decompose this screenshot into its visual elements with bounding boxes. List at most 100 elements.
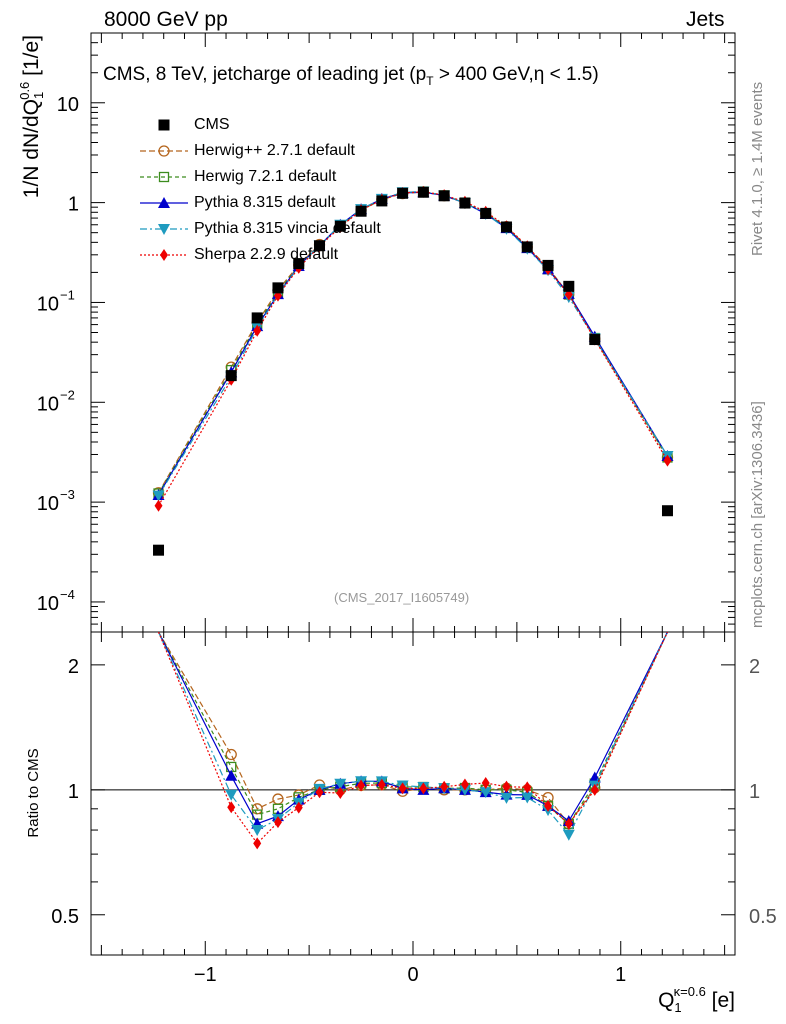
legend-entry-sherpa-2-2-9-default: Sherpa 2.2.9 default — [140, 242, 381, 268]
x-axis-title-part: [e] — [706, 989, 735, 1012]
legend-marker-sherpa-2-2-9-default — [160, 249, 168, 261]
legend-label: Herwig 7.2.1 default — [194, 168, 337, 185]
ratio-point-sherpa-2-2-9-default — [273, 816, 282, 829]
main-series-group — [152, 185, 674, 556]
chart-title-subscript: T — [426, 73, 434, 88]
legend-label: Pythia 8.315 default — [194, 194, 336, 211]
y-axis-title-part: 1 — [31, 92, 46, 99]
ratio-axis-title: Ratio to CMS — [25, 748, 42, 837]
ratio-point-pythia-8-315-vincia-default — [521, 792, 534, 804]
header-energy-label: 8000 GeV pp — [104, 8, 228, 31]
cms-data-point — [334, 220, 346, 232]
ratio-series-group — [157, 632, 669, 850]
legend-label: Herwig++ 2.7.1 default — [194, 142, 355, 159]
y-tick-label: 10 — [37, 393, 59, 415]
cms-data-point — [589, 334, 601, 346]
series-point-pythia-8-315-vincia-default — [152, 490, 165, 502]
cms-data-point — [480, 207, 492, 219]
ratio-point-sherpa-2-2-9-default — [544, 799, 553, 812]
ratio-tick-label-right: 2 — [749, 656, 760, 678]
legend-marker-pythia-8-315-default — [158, 197, 170, 208]
y-tick-label: 10 — [37, 293, 59, 315]
ratio-line-pythia-8-315-default — [157, 632, 669, 825]
cms-data-point — [521, 241, 533, 253]
cms-data-point — [459, 197, 471, 209]
ratio-tick-label-right: 1 — [749, 781, 760, 803]
ratio-point-sherpa-2-2-9-default — [590, 783, 599, 796]
y-tick-label: 10 — [37, 493, 59, 515]
y-axis-title-part: 1/N dN/dQ — [20, 99, 43, 198]
ratio-tick-label: 2 — [68, 656, 79, 678]
x-axis-title: Q1κ=0.6 [e] — [658, 984, 735, 1015]
x-axis-title-part: Q — [658, 989, 674, 1012]
cms-data-point — [500, 221, 512, 233]
ratio-line-herwig-2-7-1-default — [157, 632, 669, 825]
ratio-point-herwig-2-7-1-default — [225, 748, 237, 761]
y-tick-label-exponent: −1 — [60, 287, 75, 302]
x-tick-label: −1 — [194, 964, 217, 986]
ratio-tick-label-right: 0.5 — [749, 906, 777, 928]
legend-entry-cms: CMS — [140, 112, 381, 138]
ratio-point-sherpa-2-2-9-default — [357, 779, 366, 792]
y-tick-label: 1 — [68, 194, 79, 216]
ratio-point-sherpa-2-2-9-default — [481, 777, 490, 790]
analysis-id-label: (CMS_2017_I1605749) — [334, 590, 470, 605]
series-point-sherpa-2-2-9-default — [253, 324, 262, 337]
series-point-sherpa-2-2-9-default — [663, 454, 672, 467]
legend-label: Pythia 8.315 vincia default — [194, 220, 381, 237]
ratio-point-sherpa-2-2-9-default — [336, 786, 345, 799]
cms-data-point — [153, 544, 165, 556]
cms-data-point — [355, 205, 367, 217]
cms-data-point — [293, 258, 305, 270]
ratio-point-sherpa-2-2-9-default — [523, 781, 532, 794]
header-process-label: Jets — [686, 8, 725, 31]
cms-data-point — [661, 505, 673, 517]
y-axis-title: 1/N dN/dQ10.6 [1/e] — [17, 35, 46, 198]
ratio-point-sherpa-2-2-9-default — [227, 801, 236, 814]
series-point-sherpa-2-2-9-default — [154, 499, 163, 512]
chart-title-suffix: > 400 GeV,η < 1.5) — [433, 64, 599, 85]
cms-data-point — [376, 195, 388, 207]
ratio-tick-label: 1 — [68, 781, 79, 803]
x-axis-title-part: κ=0.6 — [674, 984, 706, 999]
ratio-point-pythia-8-315-vincia-default — [251, 825, 264, 837]
legend-label: Sherpa 2.2.9 default — [194, 246, 339, 263]
ratio-point-pythia-8-315-vincia-default — [334, 778, 347, 790]
cms-data-point — [314, 240, 326, 252]
ratio-point-sherpa-2-2-9-default — [398, 782, 407, 795]
ratio-point-pythia-8-315-vincia-default — [500, 792, 513, 804]
legend-symbol-herwig-7-2-1-default — [140, 171, 188, 183]
cms-data-point — [563, 280, 575, 292]
legend-symbol-pythia-8-315-default — [140, 197, 188, 208]
legend-marker-herwig-7-2-1-default — [158, 171, 170, 183]
ratio-point-sherpa-2-2-9-default — [377, 778, 386, 791]
legend-label: CMS — [194, 116, 230, 133]
legend-symbol-cms — [158, 119, 170, 131]
y-axis-title-part: [1/e] — [20, 35, 43, 82]
ratio-point-pythia-8-315-default — [225, 769, 238, 781]
legend-entry-pythia-8-315-default: Pythia 8.315 default — [140, 190, 381, 216]
legend-symbol-herwig-2-7-1-default — [140, 145, 188, 157]
legend-marker-pythia-8-315-vincia-default — [158, 224, 170, 235]
legend-symbol-pythia-8-315-vincia-default — [140, 224, 188, 235]
ratio-point-sherpa-2-2-9-default — [253, 837, 262, 850]
y-axis-title-part: 0.6 — [17, 82, 32, 100]
cms-data-point — [397, 187, 409, 199]
ratio-point-sherpa-2-2-9-default — [419, 782, 428, 795]
legend: CMS Herwig++ 2.7.1 default Herwig 7.2.1 de… — [140, 112, 381, 268]
x-tick-label: 1 — [615, 964, 626, 986]
ratio-point-sherpa-2-2-9-default — [294, 801, 303, 814]
legend-marker-herwig-2-7-1-default — [158, 145, 170, 157]
ratio-point-sherpa-2-2-9-default — [502, 780, 511, 793]
legend-entry-herwig-2-7-1-default: Herwig++ 2.7.1 default — [140, 138, 381, 164]
legend-entry-pythia-8-315-vincia-default: Pythia 8.315 vincia default — [140, 216, 381, 242]
cms-data-point — [225, 370, 237, 382]
y-tick-label: 10 — [37, 593, 59, 615]
ratio-tick-label: 0.5 — [51, 906, 79, 928]
ratio-point-sherpa-2-2-9-default — [315, 786, 324, 799]
ratio-line-pythia-8-315-vincia-default — [157, 632, 669, 836]
x-axis-title-part: 1 — [674, 1000, 681, 1015]
cms-data-point — [438, 190, 450, 202]
chart-title: CMS, 8 TeV, jetcharge of leading jet (pT… — [103, 64, 599, 88]
